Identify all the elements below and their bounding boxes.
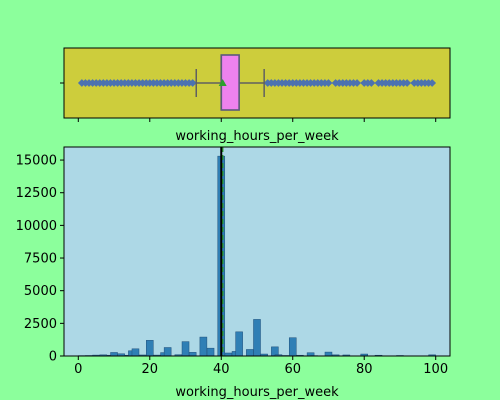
histogram-y-ticks: 0 2500 5000 7500 10000 12500 15000 [16, 154, 64, 365]
histogram-bar [206, 347, 215, 357]
x-tick-label: 80 [356, 362, 373, 377]
box-mean-marker [218, 79, 227, 86]
boxplot-fliers [77, 79, 437, 87]
histogram-bar [131, 348, 140, 357]
histogram-bar [288, 337, 297, 357]
x-tick-label: 100 [423, 362, 448, 377]
histogram-bar [199, 336, 208, 357]
boxplot-x-axis-label: working_hours_per_week [175, 129, 339, 144]
histogram-bar [146, 340, 154, 357]
x-tick-label: 0 [74, 362, 82, 377]
histogram-bar [324, 351, 333, 357]
y-tick-label: 2500 [24, 317, 57, 332]
histogram-bar [181, 341, 190, 357]
y-tick-label: 12500 [16, 186, 57, 201]
histogram-x-axis-label: working_hours_per_week [175, 385, 339, 400]
histogram-x-ticks: 0 20 40 60 80 100 [74, 356, 448, 377]
y-tick-label: 10000 [16, 219, 57, 234]
boxplot-panel: working_hours_per_week [60, 47, 451, 144]
histogram-axes [63, 146, 451, 357]
histogram-bar [163, 347, 172, 357]
x-tick-label: 20 [142, 362, 159, 377]
y-tick-label: 7500 [24, 252, 57, 267]
histogram-reference-lines [220, 147, 224, 356]
x-tick-label: 40 [213, 362, 230, 377]
histogram-frame [63, 146, 451, 357]
histogram-bar [246, 349, 254, 357]
boxplot-axes [60, 47, 451, 122]
histogram-bar [188, 352, 197, 357]
histogram-bar [235, 331, 243, 357]
histogram-bar [253, 319, 261, 357]
y-tick-label: 15000 [16, 154, 57, 169]
flier-point [428, 79, 437, 87]
x-tick-label: 60 [284, 362, 301, 377]
histogram-bar [110, 352, 118, 357]
y-tick-label: 5000 [24, 284, 57, 299]
y-tick-label: 0 [49, 350, 57, 365]
boxplot-body [195, 54, 265, 111]
histogram-panel: 0 20 40 60 80 100 0 2500 5000 7500 10000 12500 1500… [16, 146, 451, 400]
